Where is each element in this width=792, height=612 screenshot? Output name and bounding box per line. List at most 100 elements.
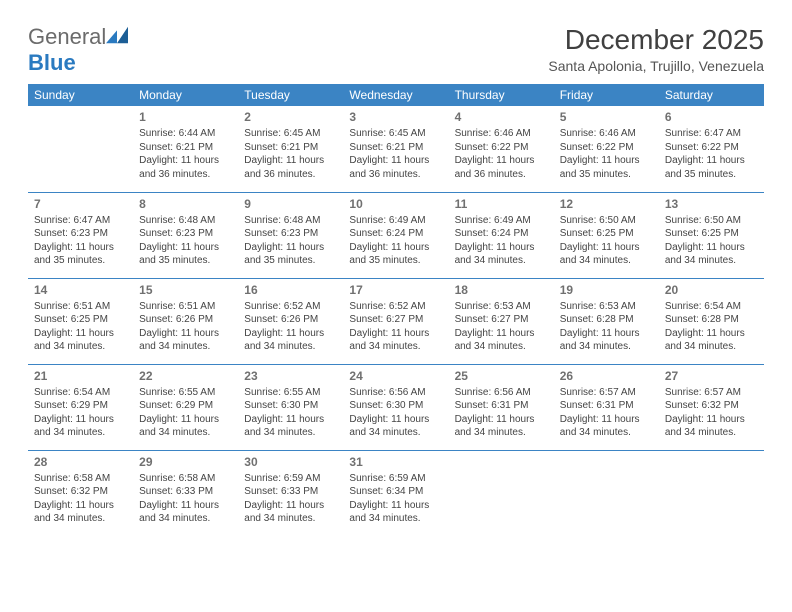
sunrise-line: Sunrise: 6:55 AM [139,386,232,400]
sunset-line: Sunset: 6:29 PM [139,399,232,413]
sunset-line: Sunset: 6:27 PM [349,313,442,327]
day-cell: 8Sunrise: 6:48 AMSunset: 6:23 PMDaylight… [133,192,238,278]
day-number: 7 [34,196,127,212]
sunrise-line: Sunrise: 6:46 AM [455,127,548,141]
day-cell: 23Sunrise: 6:55 AMSunset: 6:30 PMDayligh… [238,364,343,450]
day-number: 23 [244,368,337,384]
sunrise-line: Sunrise: 6:58 AM [139,472,232,486]
daylight-line: Daylight: 11 hours and 34 minutes. [560,327,653,354]
day-number: 12 [560,196,653,212]
sunrise-line: Sunrise: 6:53 AM [455,300,548,314]
day-cell [659,450,764,536]
daylight-line: Daylight: 11 hours and 35 minutes. [560,154,653,181]
sunrise-line: Sunrise: 6:53 AM [560,300,653,314]
sunset-line: Sunset: 6:31 PM [455,399,548,413]
day-cell: 29 Sunrise: 6:58 AMSunset: 6:33 PMDayligh… [133,450,238,536]
sunrise-line: Sunrise: 6:47 AM [665,127,758,141]
day-cell: 9Sunrise: 6:48 AMSunset: 6:23 PMDaylight… [238,192,343,278]
day-cell: 19Sunrise: 6:53 AMSunset: 6:28 PMDayligh… [554,278,659,364]
sunrise-line: Sunrise: 6:52 AM [244,300,337,314]
sunrise-line: Sunrise: 6:49 AM [349,214,442,228]
day-number: 20 [665,282,758,298]
daylight-line: Daylight: 11 hours and 35 minutes. [665,154,758,181]
day-number: 25 [455,368,548,384]
sunset-line: Sunset: 6:24 PM [455,227,548,241]
day-cell: 11Sunrise: 6:49 AMSunset: 6:24 PMDayligh… [449,192,554,278]
sunrise-line: Sunrise: 6:50 AM [560,214,653,228]
daylight-line: Daylight: 11 hours and 34 minutes. [560,413,653,440]
sunset-line: Sunset: 6:22 PM [560,141,653,155]
day-cell: 16Sunrise: 6:52 AMSunset: 6:26 PMDayligh… [238,278,343,364]
daylight-line: Daylight: 11 hours and 34 minutes. [455,327,548,354]
week-row: 7Sunrise: 6:47 AMSunset: 6:23 PMDaylight… [28,192,764,278]
day-number: 22 [139,368,232,384]
sunset-line: Sunset: 6:25 PM [34,313,127,327]
daylight-line: Daylight: 11 hours and 34 minutes. [349,327,442,354]
sunset-line: Sunset: 6:28 PM [560,313,653,327]
daylight-line: Daylight: 11 hours and 34 minutes. [455,413,548,440]
sunrise-line: Sunrise: 6:49 AM [455,214,548,228]
daylight-line: Daylight: 11 hours and 36 minutes. [349,154,442,181]
day-number: 24 [349,368,442,384]
logo-text-blue: Blue [28,50,76,75]
sunrise-line: Sunrise: 6:54 AM [34,386,127,400]
day-cell: 5Sunrise: 6:46 AMSunset: 6:22 PMDaylight… [554,106,659,192]
sunrise-line: Sunrise: 6:47 AM [34,214,127,228]
day-number: 27 [665,368,758,384]
sunrise-line: Sunrise: 6:56 AM [455,386,548,400]
weekday-header: Tuesday [238,84,343,106]
sunset-line: Sunset: 6:21 PM [139,141,232,155]
sunrise-line: Sunrise: 6:59 AM [244,472,337,486]
daylight-line: Daylight: 11 hours and 36 minutes. [139,154,232,181]
day-cell: 24Sunrise: 6:56 AMSunset: 6:30 PMDayligh… [343,364,448,450]
sunset-line: Sunset: 6:33 PM [139,485,232,499]
sunrise-line: Sunrise: 6:56 AM [349,386,442,400]
logo-text-general: General [28,24,106,49]
daylight-line: Daylight: 11 hours and 34 minutes. [665,241,758,268]
daylight-line: Daylight: 11 hours and 34 minutes. [139,499,232,526]
day-number: 5 [560,109,653,125]
sunset-line: Sunset: 6:29 PM [34,399,127,413]
week-row: 14Sunrise: 6:51 AMSunset: 6:25 PMDayligh… [28,278,764,364]
day-cell: 28Sunrise: 6:58 AMSunset: 6:32 PMDayligh… [28,450,133,536]
day-cell: 15Sunrise: 6:51 AMSunset: 6:26 PMDayligh… [133,278,238,364]
sunrise-line: Sunrise: 6:57 AM [560,386,653,400]
sunset-line: Sunset: 6:34 PM [349,485,442,499]
week-row: 21Sunrise: 6:54 AMSunset: 6:29 PMDayligh… [28,364,764,450]
sunrise-line: Sunrise: 6:55 AM [244,386,337,400]
daylight-line: Daylight: 11 hours and 34 minutes. [560,241,653,268]
day-cell: 26Sunrise: 6:57 AMSunset: 6:31 PMDayligh… [554,364,659,450]
day-number: 4 [455,109,548,125]
day-number: 1 [139,109,232,125]
day-number: 8 [139,196,232,212]
sunrise-line: Sunrise: 6:54 AM [665,300,758,314]
daylight-line: Daylight: 11 hours and 34 minutes. [139,327,232,354]
day-cell: 25 Sunrise: 6:56 AMSunset: 6:31 PMDayligh… [449,364,554,450]
sunrise-line: Sunrise: 6:45 AM [244,127,337,141]
sunset-line: Sunset: 6:28 PM [665,313,758,327]
sunset-line: Sunset: 6:22 PM [455,141,548,155]
day-number: 29 [139,454,232,470]
calendar-table: Sunday Monday Tuesday Wednesday Thursday… [28,84,764,536]
day-cell: 18Sunrise: 6:53 AMSunset: 6:27 PMDayligh… [449,278,554,364]
page-title: December 2025 [548,24,764,56]
day-cell: 7Sunrise: 6:47 AMSunset: 6:23 PMDaylight… [28,192,133,278]
day-cell: 13Sunrise: 6:50 AMSunset: 6:25 PMDayligh… [659,192,764,278]
daylight-line: Daylight: 11 hours and 34 minutes. [34,327,127,354]
daylight-line: Daylight: 11 hours and 34 minutes. [349,413,442,440]
day-number: 17 [349,282,442,298]
daylight-line: Daylight: 11 hours and 34 minutes. [244,413,337,440]
weekday-header: Wednesday [343,84,448,106]
day-cell: 30Sunrise: 6:59 AMSunset: 6:33 PMDayligh… [238,450,343,536]
daylight-line: Daylight: 11 hours and 34 minutes. [34,499,127,526]
day-number: 30 [244,454,337,470]
daylight-line: Daylight: 11 hours and 35 minutes. [139,241,232,268]
sunset-line: Sunset: 6:26 PM [244,313,337,327]
logo: General Blue [28,24,128,76]
daylight-line: Daylight: 11 hours and 36 minutes. [244,154,337,181]
day-number: 16 [244,282,337,298]
location-text: Santa Apolonia, Trujillo, Venezuela [548,58,764,74]
day-number: 26 [560,368,653,384]
day-cell: 22Sunrise: 6:55 AMSunset: 6:29 PMDayligh… [133,364,238,450]
day-number: 6 [665,109,758,125]
